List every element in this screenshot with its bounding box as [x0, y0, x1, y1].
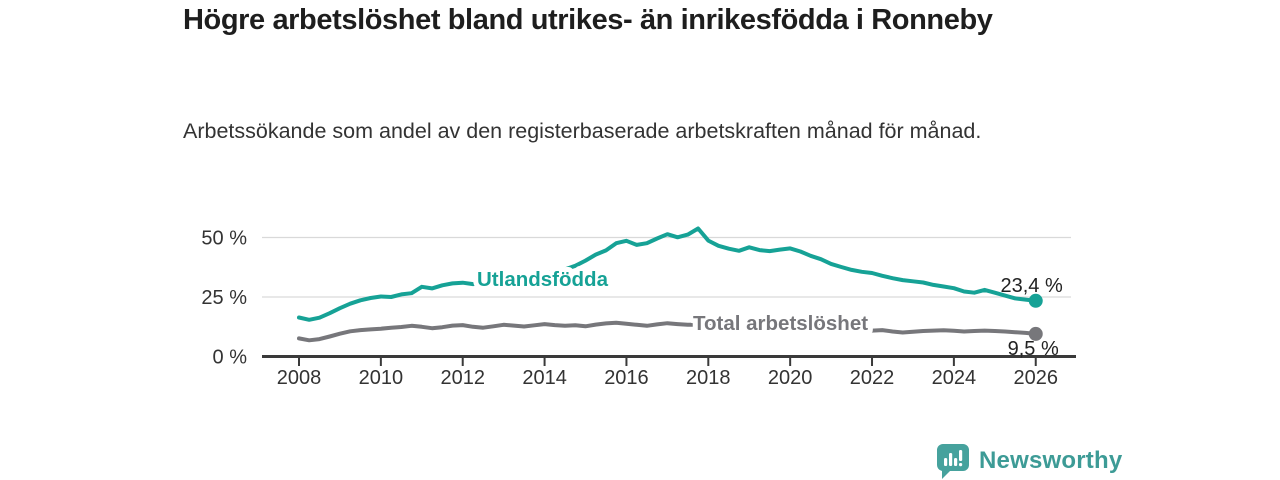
chart-subtitle: Arbetssökande som andel av den registerb… — [183, 119, 982, 143]
x-axis-ticks — [298, 358, 1037, 366]
x-axis-labels: 2008 2010 2012 2014 2016 2018 2020 2022 2024 2026 — [277, 367, 1058, 389]
series-lines — [297, 226, 1038, 343]
series-label: Total arbetslöshet — [693, 312, 868, 335]
y-tick-label: 50 % — [201, 228, 247, 250]
series-end-dots — [1028, 293, 1043, 341]
newsworthy-logo-icon — [936, 444, 969, 479]
x-tick-label: 2016 — [604, 367, 649, 389]
end-value-label: 9,5 % — [1008, 338, 1059, 360]
x-tick-label: 2018 — [686, 367, 731, 389]
x-tick-label: 2022 — [850, 367, 895, 389]
series-line — [297, 320, 1038, 343]
series-end-value-labels: 23,4 % 9,5 % — [1000, 275, 1062, 360]
x-tick-label: 2024 — [932, 367, 977, 389]
series-line — [297, 226, 1038, 322]
page-title: Högre arbetslöshet bland utrikes- än inr… — [183, 4, 993, 36]
end-value-label: 23,4 % — [1000, 275, 1062, 297]
end-dot — [1028, 293, 1043, 308]
x-tick-label: 2008 — [277, 367, 322, 389]
y-axis-labels: 0 % 25 % 50 % — [201, 228, 247, 369]
x-tick-label: 2012 — [440, 367, 485, 389]
end-dot — [1028, 326, 1043, 341]
y-tick-label: 0 % — [213, 347, 248, 369]
x-tick-label: 2010 — [359, 367, 404, 389]
x-tick-label: 2026 — [1013, 367, 1058, 389]
series-inline-labels: Utlandsfödda Total arbetslöshet — [472, 263, 873, 340]
newsworthy-brand-link[interactable]: Newsworthy — [936, 443, 1122, 479]
x-tick-label: 2014 — [522, 367, 567, 389]
y-tick-label: 25 % — [201, 287, 247, 309]
brand-name: Newsworthy — [979, 447, 1123, 474]
x-tick-label: 2020 — [768, 367, 813, 389]
series-label: Utlandsfödda — [477, 268, 609, 291]
